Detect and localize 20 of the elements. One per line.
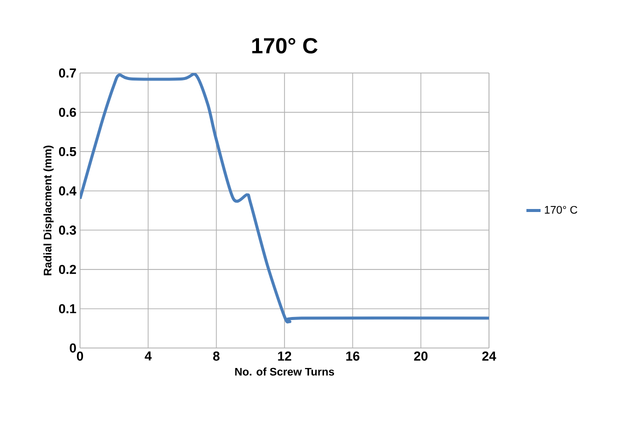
y-tick-label: 0 [70, 343, 76, 353]
x-tick-label: 24 [482, 352, 496, 361]
x-tick-label: 12 [278, 352, 292, 361]
x-tick-label: 4 [144, 352, 152, 360]
y-tick-label: 0.7 [58, 68, 76, 78]
y-tick-label: 0.4 [58, 186, 76, 196]
x-tick-label: 20 [414, 352, 428, 361]
line-series [80, 73, 490, 324]
chart-title: 170° C [252, 38, 318, 54]
x-tick-label: 8 [213, 352, 220, 361]
y-tick-label: 0.2 [58, 264, 76, 274]
y-tick-label: 0.5 [58, 146, 76, 156]
x-axis-title: No. of Screw Turns [235, 368, 334, 376]
y-tick-label: 0.1 [58, 304, 76, 314]
x-tick-label: 16 [346, 352, 360, 361]
y-tick-label: 0.6 [58, 108, 76, 117]
y-axis-title: Radial Displacment (mm) [43, 146, 54, 276]
x-tick-label: 0 [76, 352, 84, 361]
y-tick-label: 0.3 [58, 226, 76, 235]
legend-label: 170° C [544, 206, 578, 214]
